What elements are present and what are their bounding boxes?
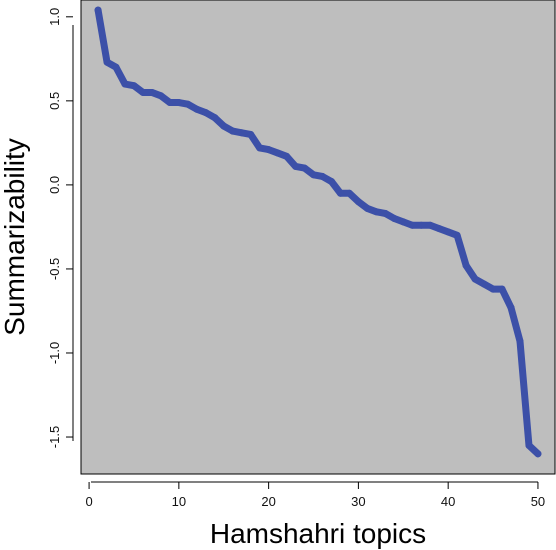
data-point (498, 285, 506, 293)
data-point (202, 109, 210, 117)
data-point (444, 228, 452, 236)
x-tick-label: 0 (85, 494, 92, 509)
data-point (274, 149, 282, 157)
data-point (157, 92, 165, 100)
data-point (94, 6, 102, 14)
x-axis: 0 10 20 30 40 50 (85, 481, 545, 509)
data-point (229, 127, 237, 135)
y-tick-label: 1.0 (47, 8, 62, 26)
data-point (399, 218, 407, 226)
data-point (435, 225, 443, 233)
data-point (390, 215, 398, 223)
data-point (417, 221, 425, 229)
data-point (148, 88, 156, 96)
data-point (480, 280, 488, 288)
y-tick-label: -0.5 (47, 258, 62, 280)
data-point (247, 130, 255, 138)
x-tick-label: 40 (441, 494, 455, 509)
data-point (211, 114, 219, 122)
data-point (381, 209, 389, 217)
data-point (310, 171, 318, 179)
data-point (516, 337, 524, 345)
data-point (525, 441, 533, 449)
data-point (426, 221, 434, 229)
data-point (363, 204, 371, 212)
data-point (265, 146, 273, 154)
data-point (318, 172, 326, 180)
y-tick-label: -1.5 (47, 426, 62, 448)
y-axis: -1.5 -1.0 -0.5 0.0 0.5 1.0 (47, 8, 74, 448)
data-point (184, 100, 192, 108)
data-point (283, 152, 291, 160)
data-point (238, 129, 246, 137)
x-tick-label: 30 (351, 494, 365, 509)
x-tick-label: 20 (261, 494, 275, 509)
series-layer (94, 6, 542, 458)
data-point (103, 58, 111, 66)
data-point (292, 162, 300, 170)
y-axis-title: Summarizability (0, 138, 30, 336)
data-point (372, 208, 380, 216)
data-point (354, 198, 362, 206)
data-point (507, 304, 515, 312)
x-tick-label: 50 (531, 494, 545, 509)
data-point (139, 88, 147, 96)
x-axis-title: Hamshahri topics (210, 518, 426, 549)
data-point (489, 285, 497, 293)
data-point (220, 122, 228, 130)
data-point (121, 80, 129, 88)
data-point (408, 221, 416, 229)
data-point (462, 262, 470, 270)
data-point (534, 450, 542, 458)
data-point (336, 189, 344, 197)
data-point (453, 231, 461, 239)
y-tick-label: -1.0 (47, 342, 62, 364)
data-point (112, 63, 120, 71)
data-point (130, 82, 138, 90)
data-point (166, 99, 174, 107)
data-point (193, 105, 201, 113)
data-point (175, 99, 183, 107)
data-point (471, 275, 479, 283)
x-tick-label: 10 (172, 494, 186, 509)
y-tick-label: 0.5 (47, 92, 62, 110)
plot-area-background (81, 0, 555, 474)
y-tick-label: 0.0 (47, 176, 62, 194)
plot-frame (80, 0, 556, 475)
data-point (327, 178, 335, 186)
data-point (345, 189, 353, 197)
data-point (256, 144, 264, 152)
data-point (301, 164, 309, 172)
